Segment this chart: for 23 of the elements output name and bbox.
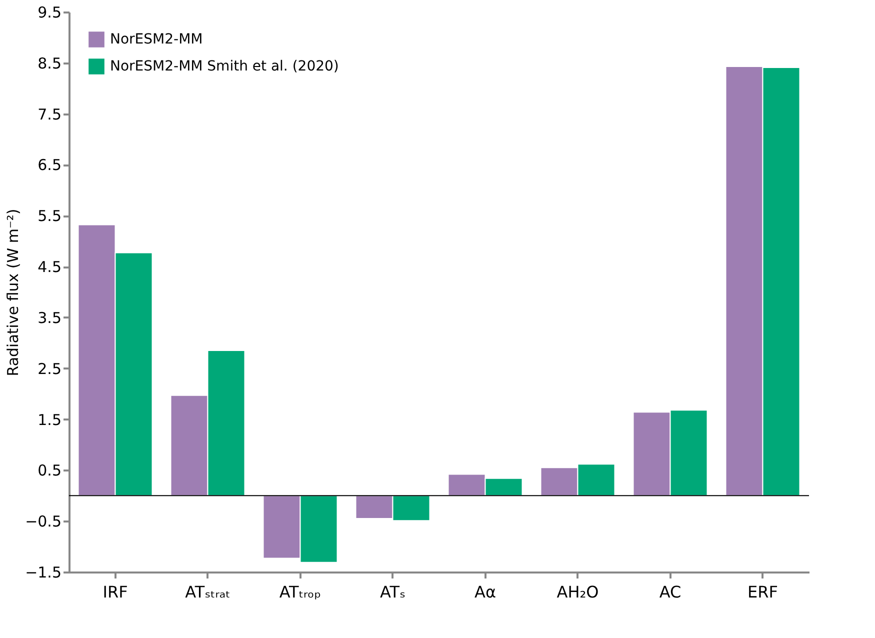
x-tick-label: Aα: [474, 582, 496, 602]
x-tick-label: ATₜᵣₒₚ: [279, 582, 322, 602]
y-tick-label: 4.5: [38, 258, 62, 276]
legend-label: NorESM2-MM Smith et al. (2020): [110, 58, 339, 74]
legend-label: NorESM2-MM: [110, 32, 203, 48]
x-tick-label: ATₛ: [380, 582, 406, 602]
y-tick-label: −0.5: [25, 512, 62, 531]
y-axis-title: Radiative flux (W m⁻²): [4, 208, 22, 376]
x-tick-label: AC: [659, 582, 682, 602]
x-tick-label: IRF: [102, 582, 128, 602]
y-tick-label: 5.5: [38, 207, 62, 226]
x-tick-label: AH₂O: [556, 582, 599, 602]
x-tick-label: ERF: [748, 582, 778, 602]
x-tick-label: ATₛₜᵣₐₜ: [185, 582, 230, 602]
y-tick-label: 6.5: [38, 156, 62, 174]
y-tick-label: 7.5: [38, 105, 62, 124]
y-tick-label: −1.5: [25, 564, 62, 582]
y-tick-label: 1.5: [38, 410, 62, 429]
y-tick-label: 9.5: [38, 4, 62, 22]
y-tick-label: 2.5: [38, 360, 62, 378]
y-tick-label: 0.5: [38, 462, 62, 480]
y-tick-label: 8.5: [38, 54, 62, 72]
y-tick-label: 3.5: [38, 308, 62, 327]
